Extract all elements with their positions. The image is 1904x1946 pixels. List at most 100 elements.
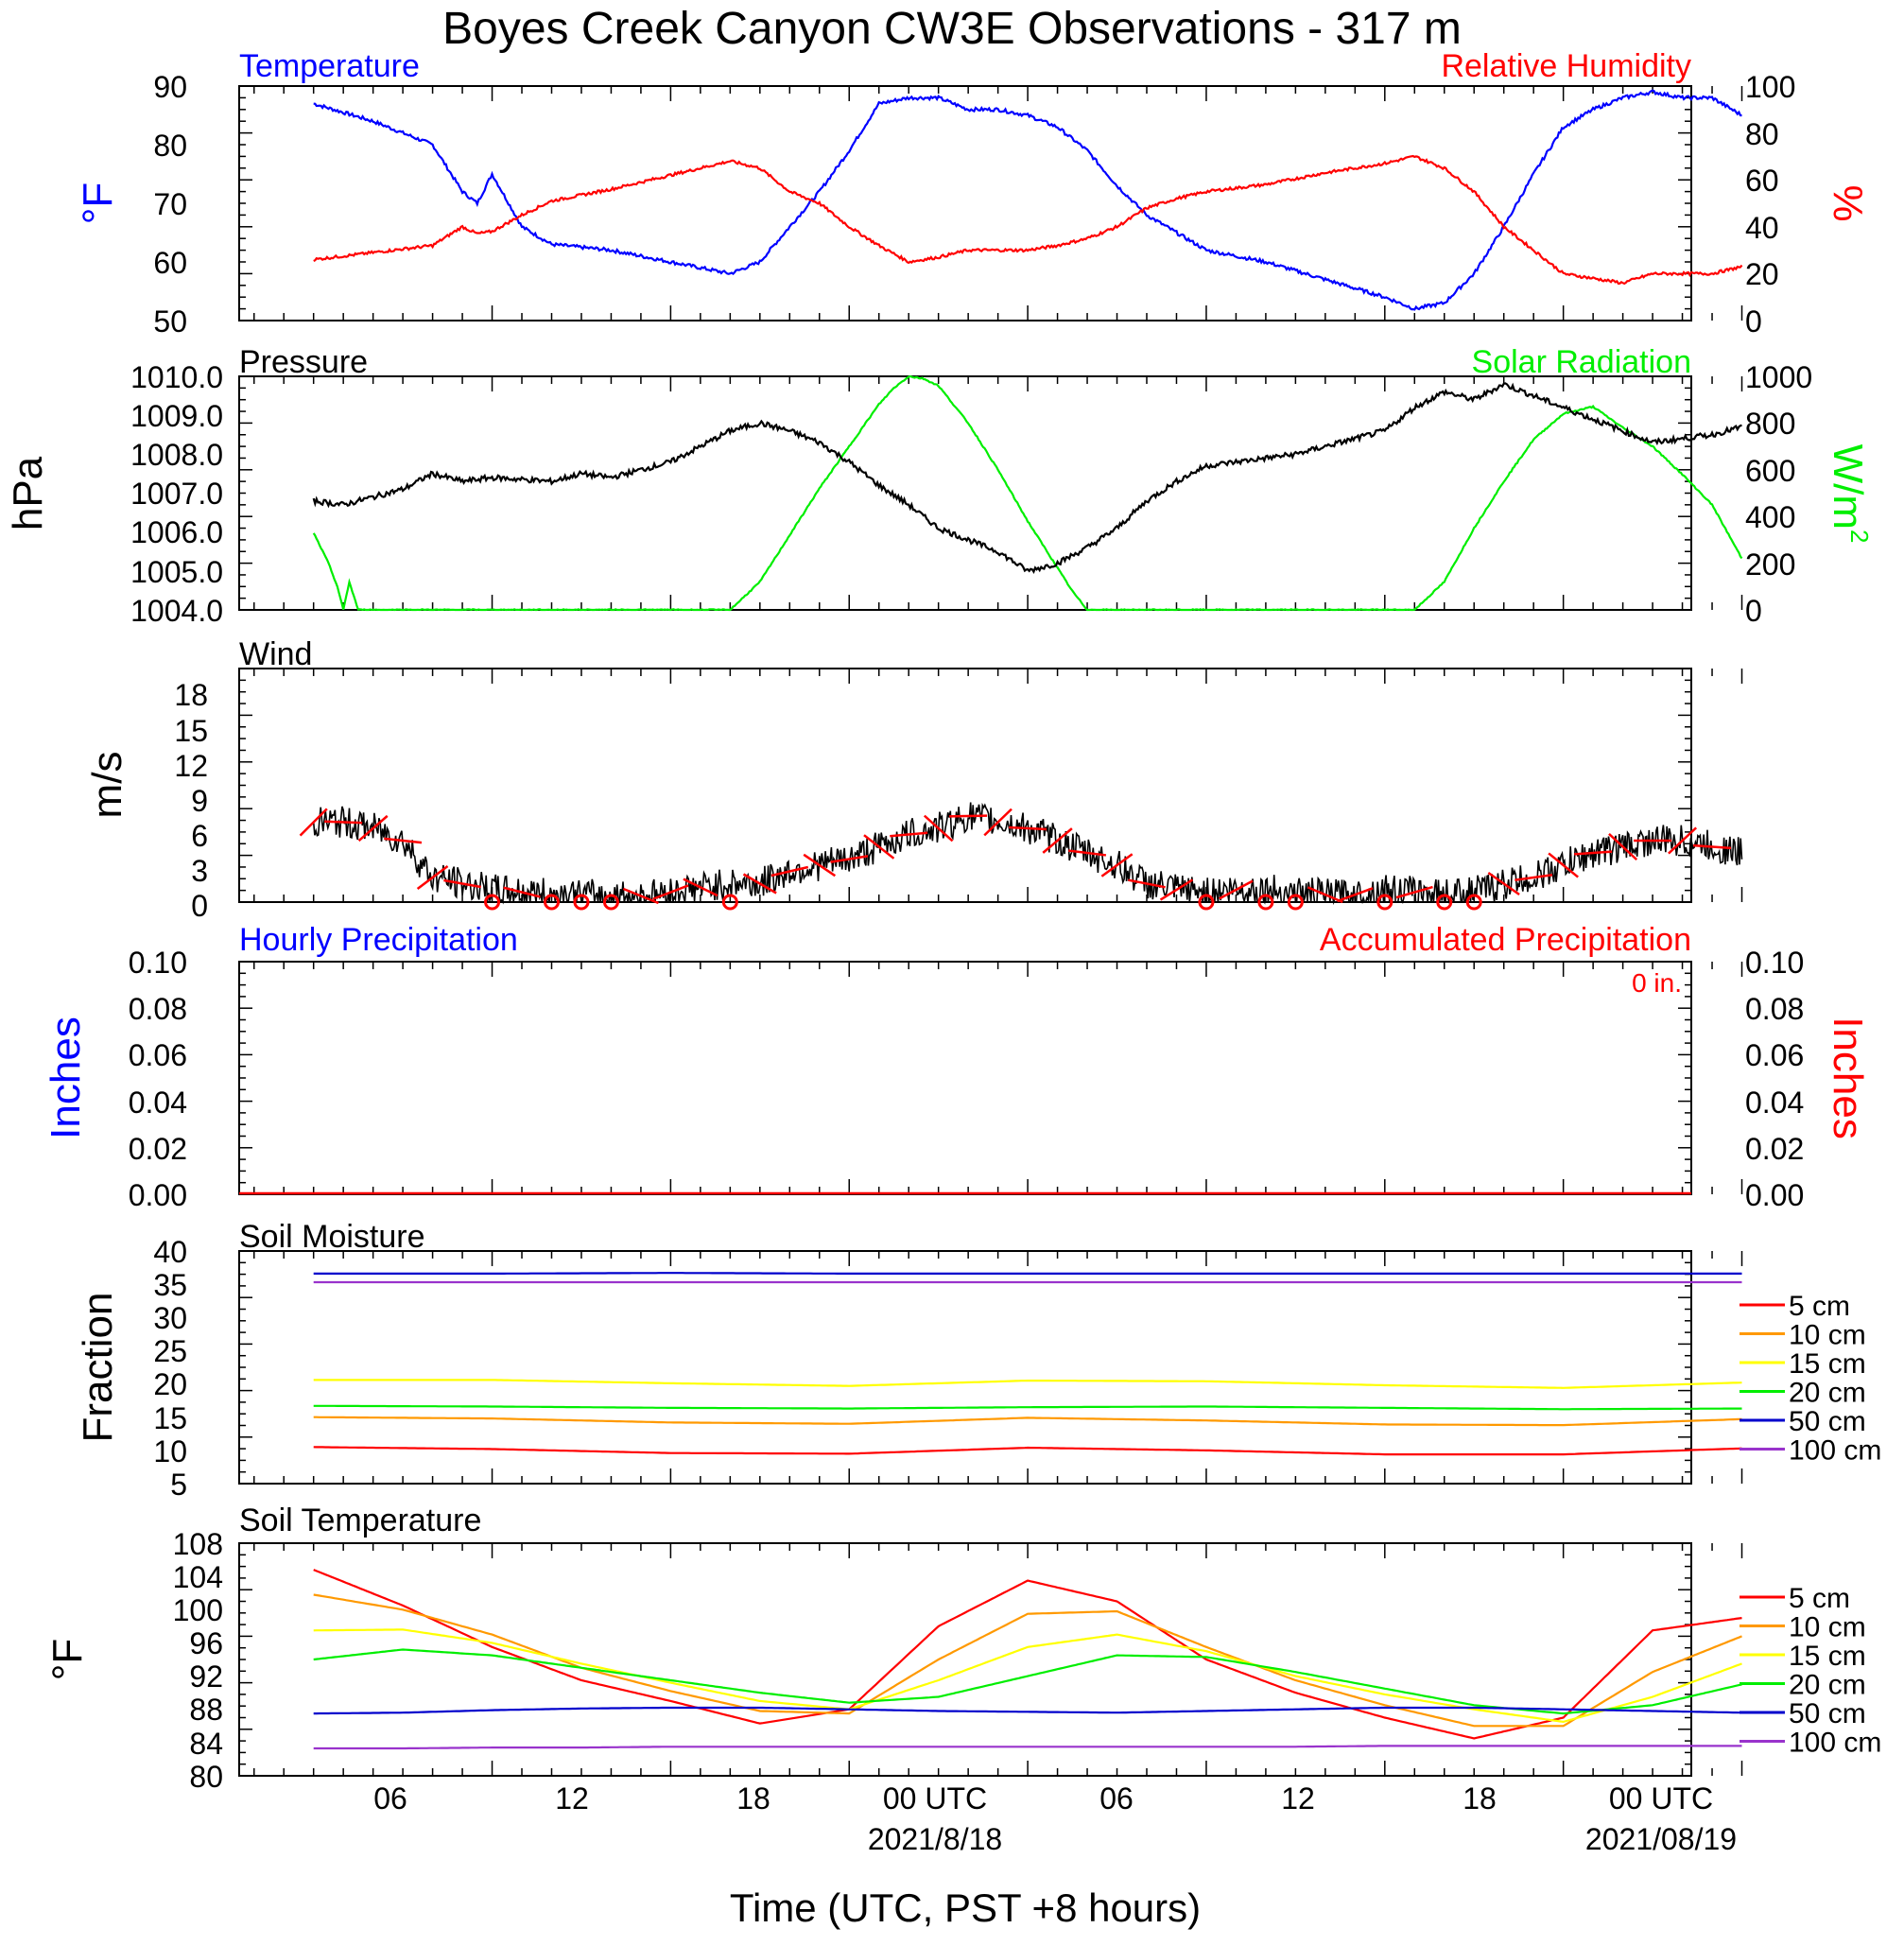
wind-barb [890, 831, 928, 838]
panel-tick-marks [239, 85, 1743, 321]
temperature-title: Temperature [239, 48, 420, 84]
pressure-title: Pressure [239, 344, 368, 380]
wind-barb [384, 837, 423, 844]
calm-wind-marker [1436, 894, 1453, 911]
y-right-tick-label: 0.08 [1745, 992, 1804, 1026]
legend-label: 100 cm [1789, 1728, 1881, 1759]
wind-panel: Wind m/s 18 15 12 9 6 3 0 [84, 636, 1743, 923]
wind-unit-label: m/s [84, 752, 130, 819]
temperature-line [313, 89, 1742, 311]
y-tick-label: 0.02 [129, 1132, 187, 1166]
y-right-tick-label: 0.00 [1745, 1178, 1804, 1212]
soil-temperature-y-ticks: 108 104 100 96 92 88 84 80 [173, 1527, 223, 1794]
panel-tick-marks [239, 1542, 1743, 1777]
y-tick-label: 40 [153, 1235, 187, 1269]
precip-right-y-ticks: 0.10 0.08 0.06 0.04 0.02 0.00 [1745, 946, 1804, 1212]
x-tick-label: 18 [736, 1781, 770, 1816]
y-tick-label: 20 [153, 1367, 187, 1401]
humidity-unit-label: % [1825, 184, 1871, 221]
y-tick-label: 3 [191, 854, 208, 888]
soil-moisture-panel: Soil Moisture Fraction 40 35 30 25 20 15… [75, 1219, 1881, 1502]
x-tick-label: 00 UTC [883, 1781, 987, 1816]
calm-wind-marker [1376, 894, 1393, 911]
humidity-line [313, 154, 1743, 286]
accumulated-precip-unit-label: Inches [1825, 1016, 1871, 1139]
y-tick-label: 18 [174, 678, 208, 712]
wind-barb [1574, 850, 1613, 856]
accumulated-precip-title: Accumulated Precipitation [1320, 922, 1691, 958]
soil-moisture-title: Soil Moisture [239, 1219, 425, 1255]
wind-barb [1128, 878, 1166, 889]
y-tick-label: 70 [153, 187, 187, 221]
solar-unit-superscript: 2 [1845, 530, 1874, 543]
wind-barb [1100, 853, 1134, 877]
y-right-tick-label: 0 [1745, 304, 1762, 339]
series-line-10-cm [313, 1416, 1742, 1427]
soil-moisture-lines [313, 1272, 1742, 1456]
y-tick-label: 1010.0 [130, 360, 223, 394]
y-tick-label: 1006.0 [130, 515, 223, 549]
y-tick-label: 50 [153, 304, 187, 339]
solar-unit-text: W/m [1825, 444, 1871, 530]
solar-radiation-line [312, 374, 1743, 612]
y-tick-label: 9 [191, 784, 208, 818]
y-tick-label: 30 [153, 1301, 187, 1335]
humidity-title: Relative Humidity [1441, 48, 1691, 84]
wind-barb [1668, 826, 1698, 855]
y-tick-label: 12 [174, 749, 208, 783]
y-right-tick-label: 40 [1745, 211, 1779, 245]
soil-temperature-panel: Soil Temperature °F 108 104 100 96 92 88… [44, 1503, 1881, 1794]
series-line-15-cm [313, 1379, 1742, 1389]
wind-barb [863, 834, 895, 860]
wind-barb [1395, 885, 1433, 899]
y-tick-label: 80 [153, 129, 187, 163]
x-tick-label: 12 [1281, 1781, 1315, 1816]
wind-barb [1337, 887, 1374, 903]
legend-label: 10 cm [1789, 1320, 1866, 1351]
y-right-tick-label: 400 [1745, 500, 1795, 534]
wind-barb [949, 814, 988, 818]
series-line-5-cm [313, 1569, 1742, 1740]
wind-barb [1608, 832, 1638, 861]
y-right-tick-label: 0.06 [1745, 1038, 1804, 1072]
y-tick-label: 1009.0 [130, 399, 223, 433]
accumulated-precip-value: 0 in. [1632, 968, 1682, 998]
calm-wind-marker [721, 894, 738, 911]
soil-temperature-unit-label: °F [44, 1639, 91, 1680]
wind-barb [1159, 878, 1194, 901]
panel-frame [238, 375, 1692, 611]
soil-temperature-title: Soil Temperature [239, 1503, 481, 1538]
x-tick-label: 00 UTC [1609, 1781, 1713, 1816]
x-axis-title: Time (UTC, PST +8 hours) [730, 1885, 1201, 1930]
y-tick-label: 100 [173, 1593, 223, 1627]
x-axis: 06 12 18 00 UTC 06 12 18 00 UTC 2021/8/1… [373, 1781, 1737, 1930]
wind-barb [742, 873, 777, 895]
y-right-tick-label: 80 [1745, 117, 1779, 151]
temperature-humidity-panel: Temperature Relative Humidity °F % 90 80… [75, 48, 1871, 339]
wind-barb [983, 808, 1013, 837]
y-tick-label: 0.10 [129, 946, 187, 980]
y-tick-label: 0.08 [129, 992, 187, 1026]
y-tick-label: 6 [191, 819, 208, 853]
y-tick-label: 90 [153, 70, 187, 104]
wind-barb [503, 886, 541, 898]
x-tick-label: 12 [555, 1781, 589, 1816]
legend-label: 20 cm [1789, 1670, 1866, 1701]
solar-y-ticks: 1000 800 600 400 200 0 [1745, 360, 1812, 628]
calm-wind-marker [484, 894, 501, 911]
y-tick-label: 88 [189, 1693, 223, 1727]
wind-barb [1042, 827, 1073, 854]
y-tick-label: 104 [173, 1560, 223, 1594]
y-tick-label: 60 [153, 246, 187, 280]
calm-wind-marker [1198, 894, 1215, 911]
wind-barb [683, 877, 718, 897]
solar-title: Solar Radiation [1472, 344, 1691, 380]
series-line-20-cm [313, 1648, 1742, 1715]
x-date-label: 2021/08/19 [1585, 1822, 1737, 1856]
y-tick-label: 1008.0 [130, 438, 223, 472]
wind-barb [770, 865, 809, 877]
wind-barb [1548, 852, 1579, 878]
